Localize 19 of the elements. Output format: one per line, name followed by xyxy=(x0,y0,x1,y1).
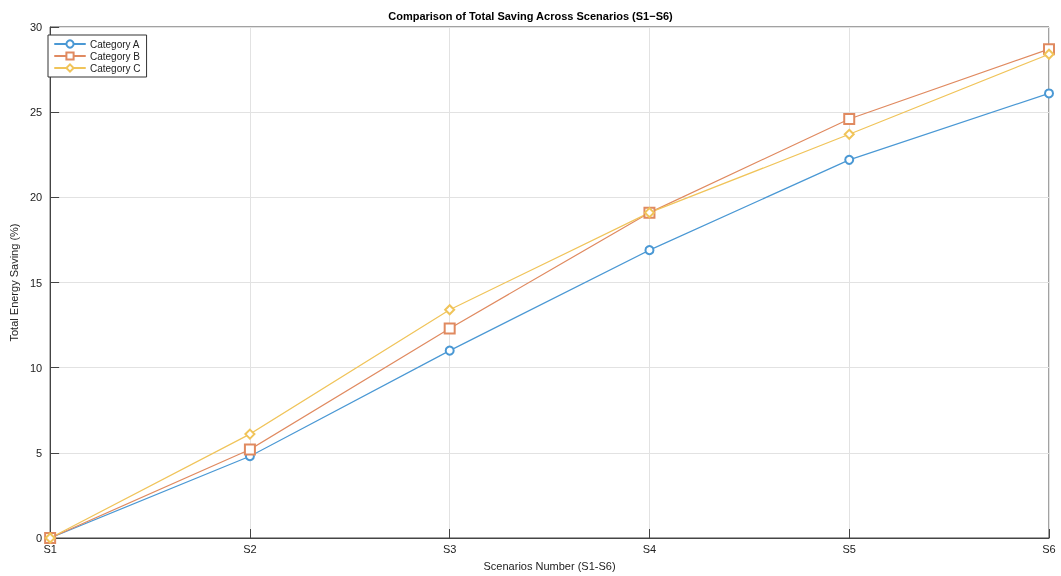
legend-label: Category B xyxy=(90,50,141,62)
y-tick-label: 0 xyxy=(36,532,43,544)
x-tick-label: S1 xyxy=(43,542,57,555)
x-tick-label: S6 xyxy=(1042,542,1056,555)
y-tick-label: 30 xyxy=(29,21,43,33)
x-tick-label: S5 xyxy=(842,542,856,555)
y-tick-label: 20 xyxy=(29,191,43,204)
legend-label: Category C xyxy=(90,62,141,74)
x-tick-label: S2 xyxy=(243,542,257,555)
y-tick-label: 5 xyxy=(36,446,43,459)
y-axis-title: Total Energy Saving (%) xyxy=(7,223,20,342)
x-tick-label: S3 xyxy=(442,542,457,555)
legend-label: Category A xyxy=(90,38,140,50)
chart-title: Comparison of Total Saving Across Scenarios (S1−S6) xyxy=(388,9,674,22)
x-axis-title: Scenarios Number (S1-S6) xyxy=(483,559,616,572)
x-tick-label: S4 xyxy=(642,542,657,555)
y-tick-label: 10 xyxy=(29,361,43,374)
y-tick-label: 25 xyxy=(29,106,43,119)
y-tick-label: 15 xyxy=(29,276,43,289)
